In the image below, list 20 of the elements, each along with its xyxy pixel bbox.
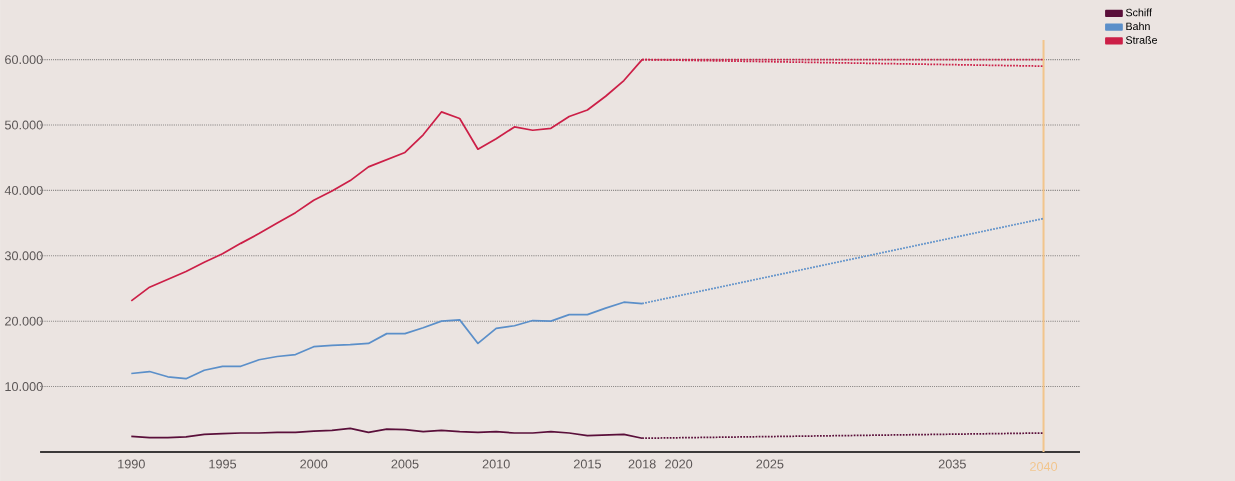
x-tick-label: 2035: [938, 459, 966, 469]
y-tick-label: 60.000: [5, 55, 43, 65]
x-tick-label: 2010: [482, 459, 510, 469]
x-tick-label: 2015: [573, 459, 601, 469]
x-tick-label: 2020: [665, 459, 693, 469]
y-tick-label: 50.000: [4, 120, 43, 130]
x-tick-label: 1990: [118, 459, 145, 469]
x-tick-label: 2025: [756, 459, 784, 469]
x-tick-label: 1995: [209, 459, 237, 469]
legend-label: Bahn: [1126, 22, 1150, 31]
x-tick-label: 2000: [300, 459, 328, 469]
x-tick-label: 2018: [628, 459, 656, 469]
ref-line-label: 2040: [1030, 462, 1058, 471]
y-tick-label: 20.000: [5, 316, 43, 326]
legend-label: Schiff: [1125, 8, 1152, 17]
legend-label: Straße: [1125, 35, 1158, 44]
y-tick-label: 10.000: [5, 382, 43, 392]
x-tick-label: 2005: [391, 459, 419, 469]
y-tick-label: 30.000: [4, 251, 43, 261]
y-tick-label: 40.000: [4, 185, 43, 195]
